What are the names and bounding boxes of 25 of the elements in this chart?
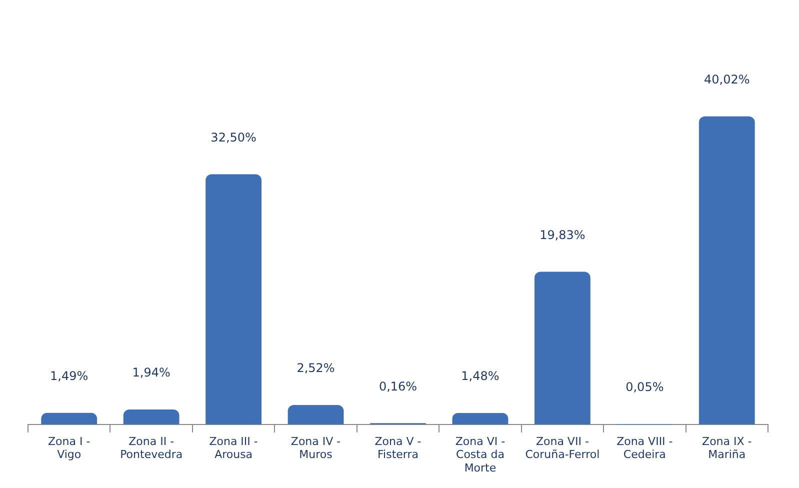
- data-label: 19,83%: [540, 228, 586, 242]
- bar: [206, 174, 262, 424]
- bar: [41, 412, 98, 424]
- x-tick-label: Zona I - Vigo: [48, 434, 90, 462]
- data-label: 32,50%: [210, 130, 256, 144]
- data-label: 1,49%: [50, 369, 88, 384]
- bar: [123, 409, 180, 424]
- x-tick-label: Zona VI - Costa da Morte: [455, 434, 506, 474]
- x-tick-label: Zona V - Fisterra: [374, 434, 422, 462]
- bar: [452, 413, 508, 424]
- data-label: 40,02%: [704, 72, 750, 86]
- bar: [698, 116, 755, 424]
- x-tick-label: Zona II - Pontevedra: [120, 434, 183, 462]
- x-tick-label: Zona III - Arousa: [209, 434, 258, 462]
- data-label: 0,16%: [378, 379, 418, 394]
- data-label: 0,05%: [626, 380, 664, 394]
- bar: [534, 272, 590, 424]
- x-tick-label: Zona VII - Coruña-Ferrol: [525, 434, 600, 462]
- bar: [288, 405, 344, 424]
- data-label: 1,48%: [461, 369, 500, 384]
- x-tick-label: Zona VIII - Cedeira: [616, 434, 673, 462]
- x-tick-label: Zona IX - Mariña: [702, 434, 752, 462]
- data-label: 1,94%: [132, 366, 170, 380]
- x-tick-label: Zona IV - Muros: [290, 434, 341, 462]
- data-label: 2,52%: [296, 361, 335, 376]
